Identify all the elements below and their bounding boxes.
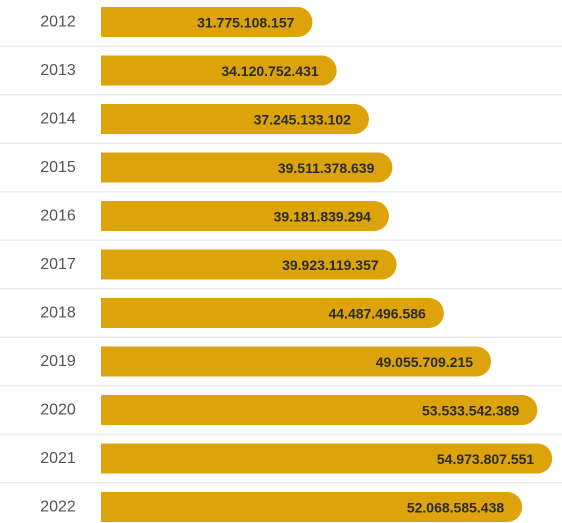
category-label: 2012	[40, 14, 76, 31]
bar-left-cap	[101, 104, 131, 134]
bar-2015	[101, 152, 393, 183]
bar-2016	[101, 201, 389, 231]
category-label: 2016	[40, 208, 76, 225]
value-label: 39.511.378.639	[278, 160, 375, 176]
bar-left-cap	[101, 249, 131, 280]
value-label: 31.775.108.157	[197, 15, 295, 31]
value-label: 54.973.807.551	[437, 451, 535, 467]
value-label: 34.120.752.431	[221, 63, 319, 79]
category-label: 2018	[40, 305, 76, 322]
category-label: 2022	[40, 499, 76, 516]
bar-left-cap	[101, 7, 131, 37]
value-label: 52.068.585.438	[407, 500, 505, 516]
bar-left-cap	[101, 298, 131, 328]
value-label: 53.533.542.389	[422, 403, 520, 419]
value-label: 44.487.496.586	[328, 306, 426, 322]
value-label: 37.245.133.102	[254, 112, 352, 128]
bar-2022	[101, 492, 523, 522]
bar-2019	[101, 346, 492, 377]
bar-2018	[101, 298, 444, 328]
value-label: 49.055.709.215	[376, 354, 474, 370]
category-label: 2015	[40, 159, 76, 176]
bar-left-cap	[101, 346, 131, 377]
bar-2021	[101, 443, 553, 474]
category-label: 2013	[40, 62, 76, 79]
value-label: 39.923.119.357	[282, 257, 379, 273]
bar-left-cap	[101, 201, 131, 231]
category-label: 2019	[40, 353, 76, 370]
bar-left-cap	[101, 492, 131, 522]
category-label: 2020	[40, 402, 76, 419]
bar-2017	[101, 249, 397, 280]
bar-2014	[101, 104, 369, 134]
bar-2012	[101, 7, 313, 37]
bar-left-cap	[101, 395, 131, 425]
value-label: 39.181.839.294	[274, 209, 372, 225]
bar-2013	[101, 55, 337, 86]
category-label: 2014	[40, 111, 76, 128]
bar-left-cap	[101, 443, 131, 474]
bar-left-cap	[101, 152, 131, 183]
category-label: 2021	[40, 450, 76, 467]
bar-left-cap	[101, 55, 131, 86]
category-label: 2017	[40, 256, 76, 273]
bar-2020	[101, 395, 538, 425]
